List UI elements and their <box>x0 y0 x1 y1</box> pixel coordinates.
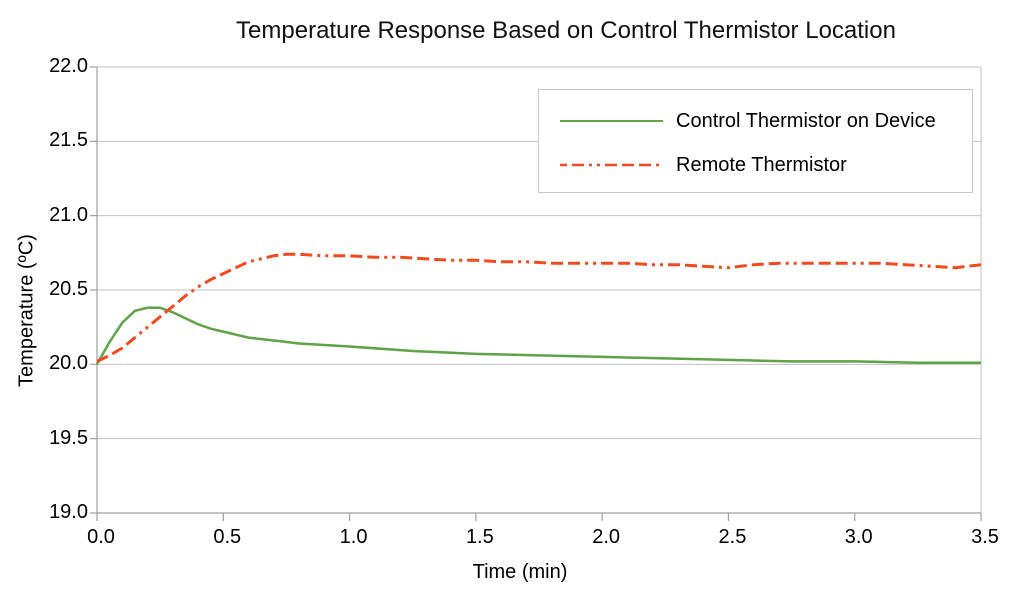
legend-line-sample-solid <box>560 120 663 122</box>
y-tick-label: 19.5 <box>49 426 88 449</box>
legend-entry-control-thermistor: Control Thermistor on Device <box>539 107 972 135</box>
y-tick-label: 19.0 <box>49 501 88 523</box>
legend-entry-remote-thermistor: Remote Thermistor <box>539 151 972 179</box>
y-tick-label: 20.5 <box>49 278 88 300</box>
series-line-control <box>95 306 981 365</box>
legend-label: Remote Thermistor <box>676 153 847 176</box>
y-tick-label: 21.0 <box>49 203 88 226</box>
legend-line-sample-dashed <box>560 163 663 167</box>
x-tick-label: 2.0 <box>592 526 621 548</box>
series-line-remote <box>96 252 982 363</box>
x-tick-label: 3.0 <box>844 526 873 548</box>
x-tick-label: 1.5 <box>465 526 494 548</box>
legend-label: Control Thermistor on Device <box>676 109 936 132</box>
legend: Control Thermistor on Device Remote Ther… <box>538 89 973 193</box>
x-tick-label: 0.0 <box>87 526 115 548</box>
y-tick-label: 20.0 <box>49 352 88 375</box>
y-axis-title: Temperature (ºC) <box>15 234 38 387</box>
y-tick-label: 21.5 <box>49 129 88 152</box>
x-tick-label: 0.5 <box>213 526 242 548</box>
chart-title: Temperature Response Based on Control Th… <box>236 17 896 44</box>
x-tick-label: 2.5 <box>718 526 747 548</box>
x-tick-label: 1.0 <box>339 526 368 548</box>
x-axis-title: Time (min) <box>472 561 568 583</box>
x-tick-label: 3.5 <box>971 526 999 548</box>
y-tick-label: 22.0 <box>49 55 88 77</box>
